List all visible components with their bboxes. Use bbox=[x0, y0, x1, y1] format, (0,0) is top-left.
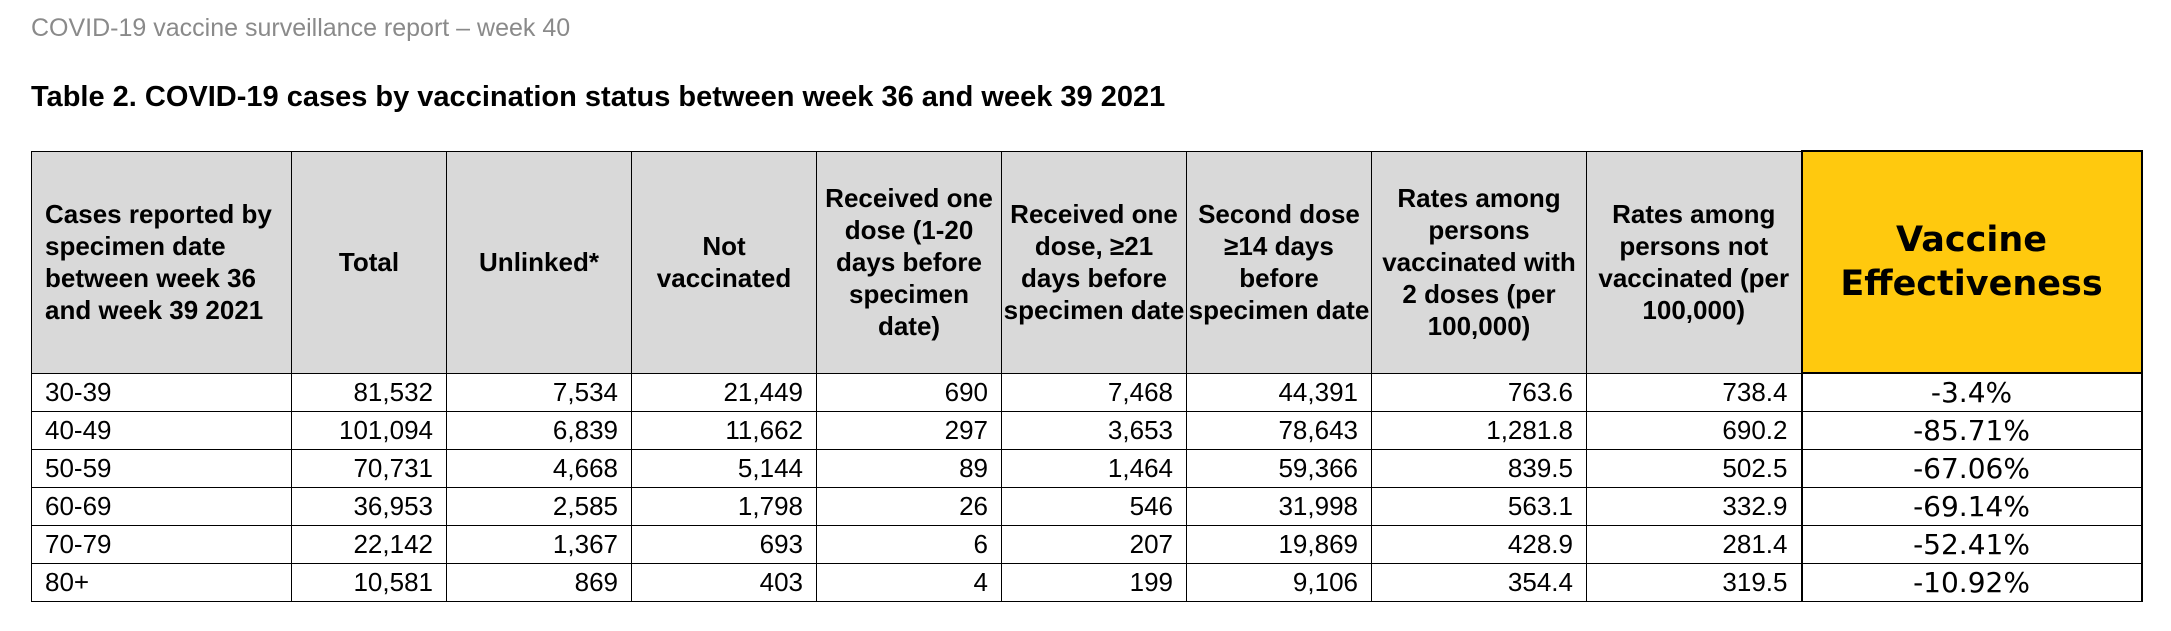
rate-not-vaccinated-cell: 690.2 bbox=[1586, 411, 1802, 450]
report-header: COVID-19 vaccine surveillance report – w… bbox=[31, 14, 571, 42]
rate-vaccinated-cell: 428.9 bbox=[1371, 525, 1587, 564]
one-dose-21-cell: 7,468 bbox=[1001, 372, 1187, 412]
rate-not-vaccinated-cell: 319.5 bbox=[1586, 563, 1802, 602]
second-dose-cell: 9,106 bbox=[1186, 563, 1372, 602]
age-group-cell: 30-39 bbox=[31, 372, 292, 412]
column-header-one-dose-1-20-days: Received one dose (1-20 days before spec… bbox=[816, 150, 1002, 374]
age-group-cell: 50-59 bbox=[31, 449, 292, 488]
not-vaccinated-cell: 5,144 bbox=[631, 449, 817, 488]
column-header-not-vaccinated: Not vaccinated bbox=[631, 150, 817, 374]
second-dose-cell: 31,998 bbox=[1186, 487, 1372, 526]
column-header-vaccine-effectiveness: Vaccine Effectiveness bbox=[1800, 150, 2143, 374]
rate-not-vaccinated-cell: 332.9 bbox=[1586, 487, 1802, 526]
not-vaccinated-cell: 11,662 bbox=[631, 411, 817, 450]
second-dose-cell: 59,366 bbox=[1186, 449, 1372, 488]
table-row: 30-39 81,532 7,534 21,449 690 7,468 44,3… bbox=[31, 372, 2143, 412]
vaccination-status-table: Cases reported by specimen date between … bbox=[31, 150, 2143, 602]
table-row: 80+ 10,581 869 403 4 199 9,106 354.4 319… bbox=[31, 563, 2143, 602]
age-group-cell: 70-79 bbox=[31, 525, 292, 564]
column-header-one-dose-21-days: Received one dose, ≥21 days before speci… bbox=[1001, 150, 1187, 374]
table-row: 50-59 70,731 4,668 5,144 89 1,464 59,366… bbox=[31, 449, 2143, 488]
rate-vaccinated-cell: 839.5 bbox=[1371, 449, 1587, 488]
age-group-cell: 40-49 bbox=[31, 411, 292, 450]
age-group-cell: 60-69 bbox=[31, 487, 292, 526]
vaccine-effectiveness-cell: -52.41% bbox=[1800, 525, 2143, 564]
table-row: 40-49 101,094 6,839 11,662 297 3,653 78,… bbox=[31, 411, 2143, 450]
one-dose-1-20-cell: 6 bbox=[816, 525, 1002, 564]
one-dose-1-20-cell: 89 bbox=[816, 449, 1002, 488]
not-vaccinated-cell: 1,798 bbox=[631, 487, 817, 526]
unlinked-cell: 2,585 bbox=[446, 487, 632, 526]
not-vaccinated-cell: 21,449 bbox=[631, 372, 817, 412]
total-cell: 70,731 bbox=[291, 449, 447, 488]
unlinked-cell: 1,367 bbox=[446, 525, 632, 564]
column-header-rates-not-vaccinated: Rates among persons not vaccinated (per … bbox=[1586, 150, 1802, 374]
table-header: Cases reported by specimen date between … bbox=[31, 150, 2143, 374]
total-cell: 81,532 bbox=[291, 372, 447, 412]
table-row: 70-79 22,142 1,367 693 6 207 19,869 428.… bbox=[31, 525, 2143, 564]
rate-not-vaccinated-cell: 281.4 bbox=[1586, 525, 1802, 564]
rate-vaccinated-cell: 354.4 bbox=[1371, 563, 1587, 602]
not-vaccinated-cell: 693 bbox=[631, 525, 817, 564]
one-dose-21-cell: 3,653 bbox=[1001, 411, 1187, 450]
one-dose-21-cell: 207 bbox=[1001, 525, 1187, 564]
vaccine-effectiveness-cell: -69.14% bbox=[1800, 487, 2143, 526]
total-cell: 36,953 bbox=[291, 487, 447, 526]
table-title: Table 2. COVID-19 cases by vaccination s… bbox=[31, 81, 1166, 113]
unlinked-cell: 4,668 bbox=[446, 449, 632, 488]
column-header-second-dose: Second dose ≥14 days before specimen dat… bbox=[1186, 150, 1372, 374]
one-dose-1-20-cell: 297 bbox=[816, 411, 1002, 450]
column-header-rates-vaccinated: Rates among persons vaccinated with 2 do… bbox=[1371, 150, 1587, 374]
second-dose-cell: 44,391 bbox=[1186, 372, 1372, 412]
rate-vaccinated-cell: 1,281.8 bbox=[1371, 411, 1587, 450]
rate-not-vaccinated-cell: 738.4 bbox=[1586, 372, 1802, 412]
column-header-total: Total bbox=[291, 150, 447, 374]
one-dose-21-cell: 546 bbox=[1001, 487, 1187, 526]
vaccine-effectiveness-cell: -10.92% bbox=[1800, 563, 2143, 602]
rate-vaccinated-cell: 563.1 bbox=[1371, 487, 1587, 526]
second-dose-cell: 19,869 bbox=[1186, 525, 1372, 564]
table-row: 60-69 36,953 2,585 1,798 26 546 31,998 5… bbox=[31, 487, 2143, 526]
rate-vaccinated-cell: 763.6 bbox=[1371, 372, 1587, 412]
vaccine-effectiveness-cell: -3.4% bbox=[1800, 372, 2143, 412]
unlinked-cell: 7,534 bbox=[446, 372, 632, 412]
one-dose-1-20-cell: 26 bbox=[816, 487, 1002, 526]
table-body: 30-39 81,532 7,534 21,449 690 7,468 44,3… bbox=[31, 372, 2143, 602]
one-dose-21-cell: 1,464 bbox=[1001, 449, 1187, 488]
second-dose-cell: 78,643 bbox=[1186, 411, 1372, 450]
not-vaccinated-cell: 403 bbox=[631, 563, 817, 602]
unlinked-cell: 869 bbox=[446, 563, 632, 602]
vaccine-effectiveness-cell: -85.71% bbox=[1800, 411, 2143, 450]
one-dose-1-20-cell: 690 bbox=[816, 372, 1002, 412]
one-dose-1-20-cell: 4 bbox=[816, 563, 1002, 602]
rate-not-vaccinated-cell: 502.5 bbox=[1586, 449, 1802, 488]
total-cell: 10,581 bbox=[291, 563, 447, 602]
total-cell: 22,142 bbox=[291, 525, 447, 564]
vaccine-effectiveness-cell: -67.06% bbox=[1800, 449, 2143, 488]
column-header-unlinked: Unlinked* bbox=[446, 150, 632, 374]
header-row: Cases reported by specimen date between … bbox=[31, 150, 2143, 374]
age-group-cell: 80+ bbox=[31, 563, 292, 602]
unlinked-cell: 6,839 bbox=[446, 411, 632, 450]
one-dose-21-cell: 199 bbox=[1001, 563, 1187, 602]
column-header-cases-reported: Cases reported by specimen date between … bbox=[31, 150, 292, 374]
total-cell: 101,094 bbox=[291, 411, 447, 450]
